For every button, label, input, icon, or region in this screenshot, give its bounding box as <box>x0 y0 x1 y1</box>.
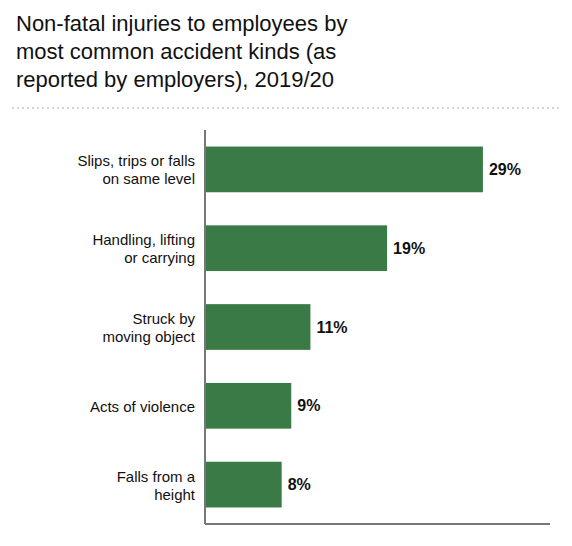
data-label: 9% <box>297 397 320 414</box>
y-axis <box>204 130 206 524</box>
separator <box>12 108 560 109</box>
y-tick-label: Falls from aheight <box>117 467 196 502</box>
y-tick-label: Acts of violence <box>90 397 195 414</box>
y-tick-label: Slips, trips or fallson same level <box>77 152 195 187</box>
chart-container: Non-fatal injuries to employees bymost c… <box>0 0 572 546</box>
data-label: 11% <box>316 319 347 336</box>
bars <box>205 147 483 508</box>
data-label: 19% <box>393 240 425 257</box>
bar <box>205 383 291 429</box>
bar <box>205 225 387 271</box>
chart: Non-fatal injuries to employees bymost c… <box>0 0 572 546</box>
bar <box>205 462 282 508</box>
x-axis <box>205 523 550 525</box>
data-label: 8% <box>288 476 311 493</box>
bar <box>205 304 310 350</box>
data-label: 29% <box>489 161 521 178</box>
y-tick-label: Struck bymoving object <box>102 310 195 345</box>
title: Non-fatal injuries to employees bymost c… <box>16 11 347 92</box>
y-tick-label: Handling, liftingor carrying <box>92 231 195 266</box>
bar <box>205 147 483 193</box>
